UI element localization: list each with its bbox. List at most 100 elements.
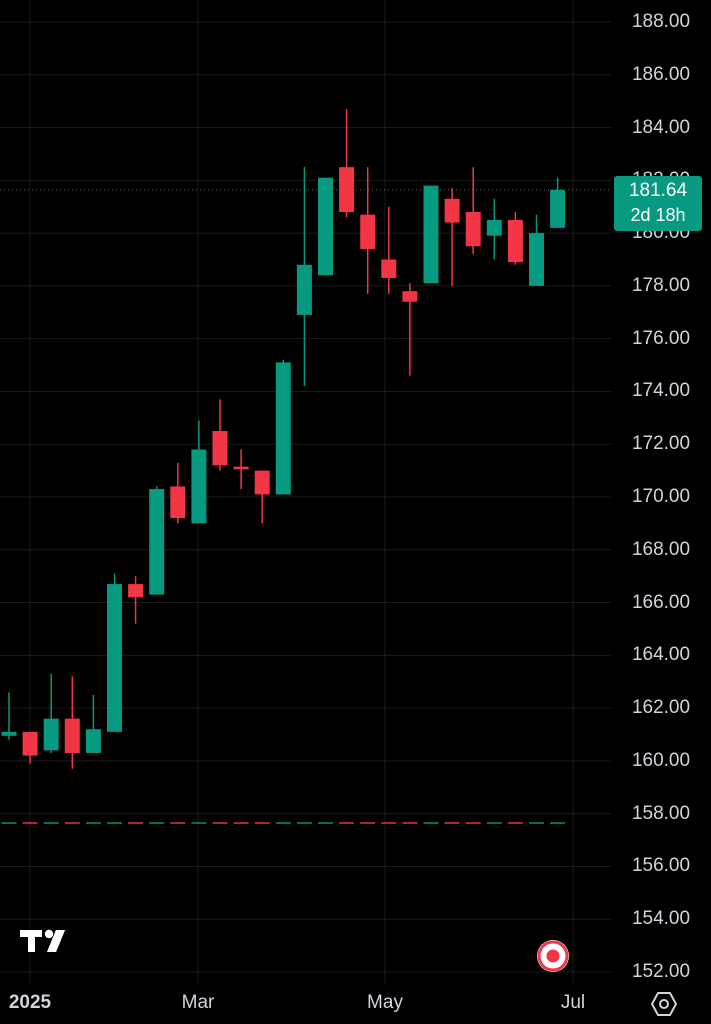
volume-bar: [529, 822, 544, 824]
y-tick-label: 166.00: [631, 591, 691, 613]
settings-hexagon-icon[interactable]: [650, 990, 678, 1018]
volume-bar: [486, 822, 502, 824]
volume-bar: [296, 822, 312, 824]
volume-bar: [212, 822, 228, 824]
last-price-value: 181.64: [628, 180, 688, 201]
candle-body: [550, 189, 566, 228]
candle: [318, 177, 333, 276]
candle: [360, 167, 376, 294]
candle: [465, 167, 481, 255]
tradingview-logo-icon[interactable]: [18, 926, 76, 956]
y-tick-label: 174.00: [631, 380, 691, 402]
y-tick-label: 170.00: [631, 486, 691, 507]
candle-body: [149, 489, 165, 595]
candle: [381, 206, 397, 294]
y-tick-label: 162.00: [631, 697, 691, 719]
candle: [22, 731, 38, 764]
candle: [212, 399, 228, 471]
volume-bar: [22, 822, 38, 824]
candle-body: [212, 431, 228, 466]
volume-bar: [550, 822, 566, 824]
y-tick-label: 160.00: [631, 749, 691, 771]
candle-body: [507, 219, 523, 263]
x-tick-label: May: [367, 992, 403, 1013]
candle-body: [170, 486, 186, 519]
candle-body: [191, 449, 207, 524]
volume-bar: [339, 822, 355, 824]
candle: [64, 676, 80, 769]
candle: [275, 359, 291, 495]
record-icon[interactable]: [534, 937, 572, 975]
candle: [170, 462, 186, 524]
candle-body: [85, 729, 101, 753]
candle-body: [275, 362, 291, 495]
volume-bar: [465, 822, 481, 824]
x-tick-label: Mar: [181, 992, 215, 1013]
candle-body: [296, 264, 312, 315]
candle: [1, 692, 17, 740]
volume-bar: [318, 822, 333, 824]
candle: [486, 198, 502, 260]
candle-body: [254, 470, 270, 495]
candle-body: [529, 233, 544, 286]
volume-bar: [43, 822, 59, 824]
candle: [43, 673, 59, 753]
y-tick-label: 154.00: [631, 908, 691, 930]
y-tick-label: 172.00: [631, 433, 691, 455]
volume-bar: [64, 822, 80, 824]
candle: [254, 470, 270, 524]
y-tick-label: 178.00: [631, 274, 691, 296]
bar-countdown: 2d 18h: [630, 205, 686, 225]
candle: [296, 167, 312, 387]
x-tick-label: 2025: [8, 992, 52, 1013]
volume-bar: [423, 822, 439, 824]
volume-bar: [381, 822, 397, 824]
y-tick-label: 158.00: [631, 802, 691, 824]
y-tick-label: 186.00: [631, 63, 691, 85]
volume-bar: [360, 822, 376, 824]
y-tick-label: 176.00: [631, 327, 691, 349]
y-tick-label: 164.00: [631, 644, 691, 666]
candle: [444, 188, 460, 286]
candle: [128, 576, 144, 624]
candle: [191, 420, 207, 524]
y-tick-label: 152.00: [631, 961, 691, 982]
last-price-badge: 181.64 2d 18h: [614, 176, 702, 231]
candle: [149, 486, 165, 595]
volume-bar: [191, 822, 207, 824]
candle-body: [465, 212, 481, 247]
candle: [550, 177, 566, 228]
volume-bar: [85, 822, 101, 824]
candle-body: [107, 584, 122, 732]
candle-body: [486, 219, 502, 236]
candle-body: [128, 584, 144, 598]
candle-body: [402, 291, 418, 302]
candle-body: [444, 198, 460, 223]
volume-bar: [254, 822, 270, 824]
volume-bar: [444, 822, 460, 824]
candle-body: [22, 731, 38, 756]
candle: [402, 283, 418, 376]
candle-body: [1, 731, 17, 736]
x-tick-label: Jul: [560, 992, 586, 1013]
volume-bar: [1, 822, 17, 824]
candle-body: [339, 167, 355, 212]
candle-body: [64, 718, 80, 753]
candle: [529, 214, 544, 286]
candles: [1, 109, 566, 769]
candle: [507, 212, 523, 265]
volume-bar: [507, 822, 523, 824]
volume-bar: [402, 822, 418, 824]
candle-body: [43, 718, 59, 751]
volume-bar: [170, 822, 186, 824]
candle: [85, 694, 101, 753]
volume-bar: [275, 822, 291, 824]
volume-bar: [107, 822, 122, 824]
y-tick-label: 184.00: [631, 116, 691, 138]
y-tick-label: 168.00: [631, 538, 691, 560]
candle: [107, 573, 122, 732]
candle: [423, 185, 439, 284]
volume-bar: [128, 822, 144, 824]
volume-bar: [149, 822, 165, 824]
